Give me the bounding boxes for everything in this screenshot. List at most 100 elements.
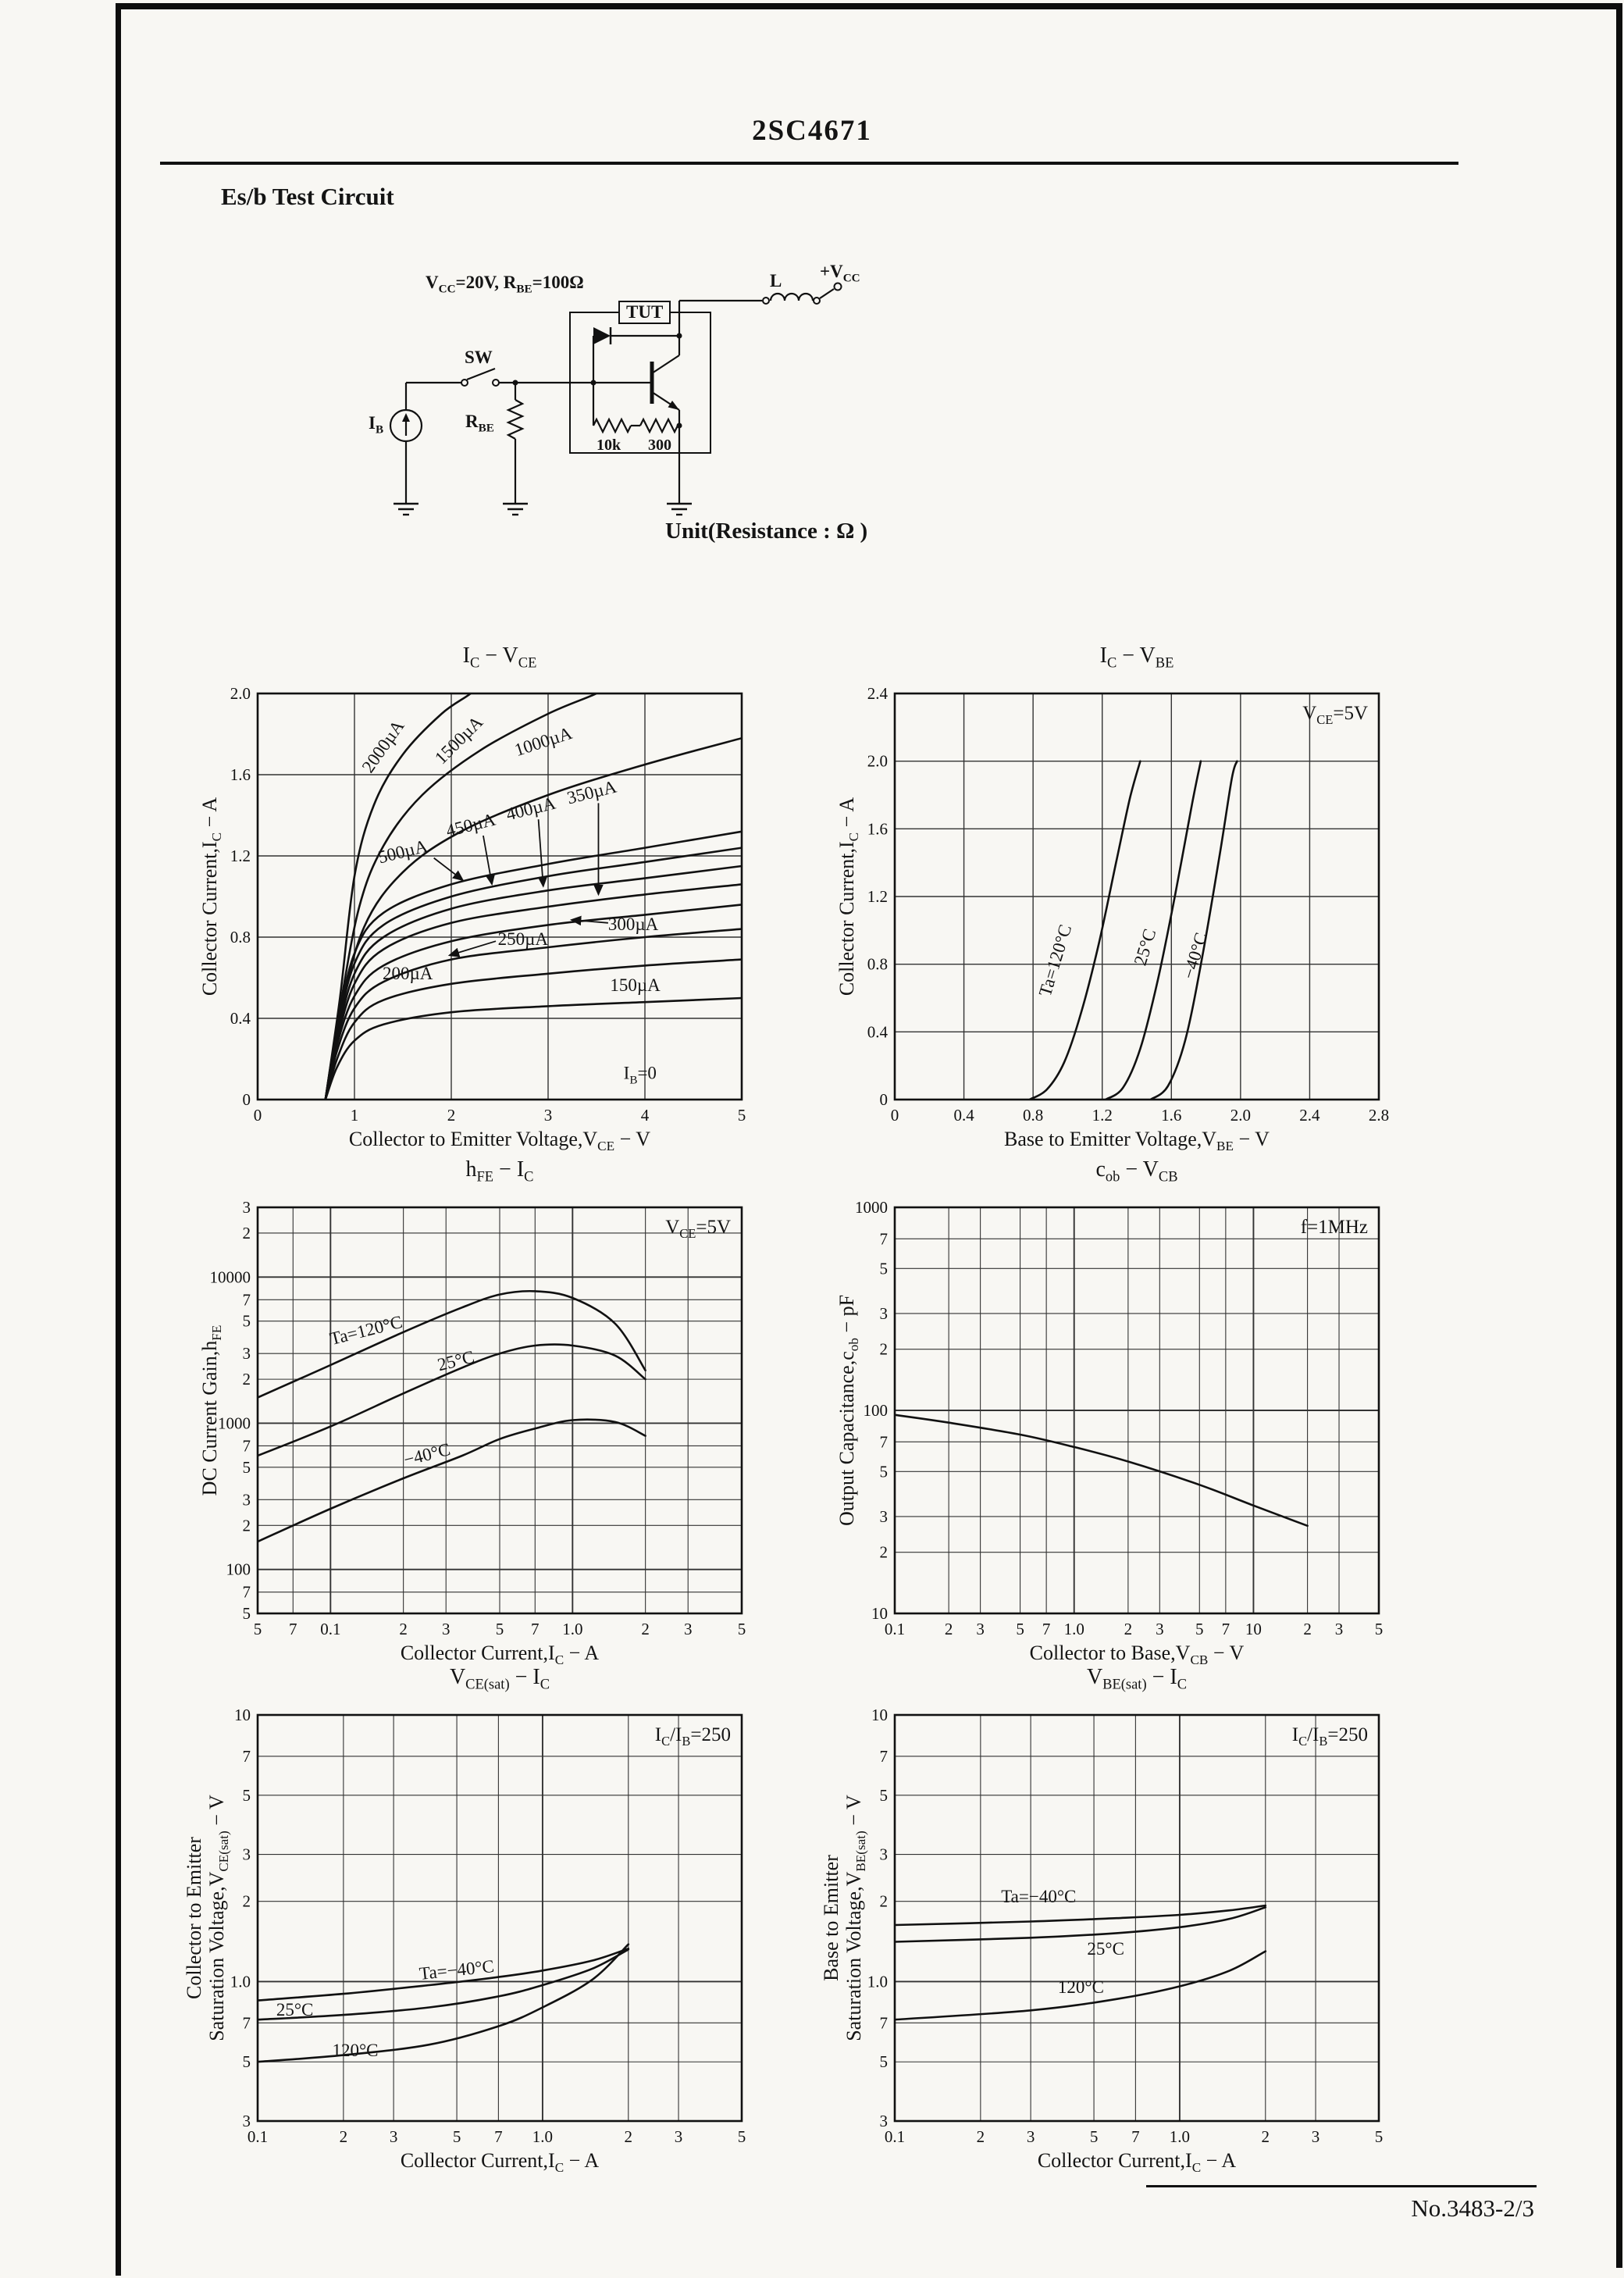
chart-vce-sat-ic: VCE(sat) − IC 0.1 2 3 5 7 1.0 2 3 5 3 5 7 1.0 2 3 5 7 10 25… [180, 1662, 789, 2177]
x-tick-label: 3 [1027, 2127, 1035, 2146]
y-tick-label: 7 [243, 2013, 251, 2032]
x-tick-label: 3 [544, 1106, 553, 1125]
chart-title: hFE − IC [465, 1157, 534, 1185]
x-tick-label: 5 [738, 1620, 746, 1638]
curve-label: Ta=−40°C [1001, 1886, 1077, 1906]
chart-note: IC/IB=250 [654, 1724, 731, 1749]
y-tick-label: 2.4 [867, 684, 889, 703]
y-tick-label: 5 [243, 1312, 251, 1331]
x-tick-label: 7 [531, 1620, 540, 1638]
chart-ic-vbe: IC − VBE 0 0.4 0.8 1.2 1.6 2.0 2.4 2.8 0 0.4 0.8 1.2… [817, 640, 1426, 1156]
x-tick-label: 5 [254, 1620, 262, 1638]
y-tick-label: 7 [243, 1290, 251, 1309]
part-number: 2SC4671 [752, 115, 872, 147]
chart-title: VBE(sat) − IC [1086, 1665, 1188, 1692]
x-tick-label: 2.4 [1299, 1106, 1320, 1125]
curve-label: 300µA [607, 914, 659, 935]
chart-canvas: 0 1 2 3 4 5 0 0.4 0.8 1.2 1.6 2.0 [230, 684, 746, 1125]
chart-plot-area: 5 7 0.1 2 3 5 7 1.0 2 3 5 5 7 100 2 3 5 7 1000 2 3 5 7 10000 2 3 T… [180, 1184, 762, 1652]
label-arrow [537, 819, 548, 888]
curve-ta-25-c [258, 1343, 646, 1457]
scan-edge-left [116, 3, 121, 2276]
y-tick-label: 0 [243, 1090, 251, 1109]
curve-ta-120-c [1028, 760, 1141, 1100]
y-tick-label: 1.6 [230, 765, 251, 784]
label-arrow [433, 857, 465, 882]
x-tick-label: 3 [1335, 1620, 1344, 1638]
x-tick-label: 1 [351, 1106, 359, 1125]
emitter-arrow [668, 401, 679, 410]
label-arrow [447, 940, 497, 957]
y-tick-label: 3 [243, 2112, 251, 2130]
current-source [389, 408, 423, 443]
curve-ib-400-a [324, 864, 742, 1100]
y-tick-label: 100 [226, 1560, 251, 1579]
resistor-10k-label: 10k [597, 437, 621, 454]
y-tick-label: 7 [243, 1436, 251, 1455]
chart-hfe-ic: hFE − IC 5 7 0.1 2 3 5 7 1.0 2 3 5 5 7 100 2 3 5 7 1000 2 3 5 7… [180, 1154, 789, 1670]
chart-note: IC/IB=250 [1291, 1724, 1368, 1749]
curve-ta-40-c [258, 1947, 630, 2002]
y-tick-label: 1.0 [867, 1972, 888, 1991]
curve-ib-200-a [324, 958, 742, 1100]
y-tick-label: 0.8 [230, 928, 251, 946]
x-tick-label: 0 [254, 1106, 262, 1125]
x-tick-label: 1.2 [1092, 1106, 1113, 1125]
y-tick-label: 1000 [855, 1198, 888, 1217]
x-tick-label: 5 [738, 1106, 746, 1125]
x-tick-label: 2 [641, 1620, 650, 1638]
scan-edge-top [117, 3, 1619, 9]
x-tick-label: 0.1 [248, 2127, 268, 2146]
chart-plot-area: 0 1 2 3 4 5 0 0.4 0.8 1.2 1.6 2.0 2000µA 1500µA 1000µA… [180, 670, 762, 1139]
chart-note: VCE=5V [1302, 703, 1368, 727]
chart-title: VCE(sat) − IC [449, 1665, 550, 1692]
y-tick-label: 0.4 [230, 1009, 251, 1028]
chart-cob-vcb: cob − VCB 0.1 2 3 5 7 1.0 2 3 5 7 10 2 3 5 10 2 3 5 7 100 2 3 5… [817, 1154, 1426, 1670]
y-tick-label: 2 [243, 1516, 251, 1535]
curve-ta-25-c [1104, 760, 1202, 1100]
header-rule [160, 162, 1458, 165]
y-tick-label: 3 [243, 1490, 251, 1509]
chart-plot-area: 0.1 2 3 5 7 1.0 2 3 5 3 5 7 1.0 2 3 5 7 10 25°C 120°C Ta=−40… [180, 1692, 762, 2160]
x-tick-label: 3 [684, 1620, 693, 1638]
y-tick-label: 5 [243, 2052, 251, 2071]
x-axis-label: Collector to Base,VCB − V [1029, 1642, 1245, 1668]
y-tick-label: 1.0 [230, 1972, 251, 1991]
x-tick-label: 7 [1131, 2127, 1140, 2146]
y-tick-label: 2.0 [230, 684, 251, 703]
chart-title: IC − VCE [462, 643, 537, 671]
x-tick-label: 2 [1303, 1620, 1312, 1638]
y-tick-label: 7 [880, 1229, 889, 1248]
y-tick-label: 7 [880, 1432, 889, 1451]
y-tick-label: 2 [243, 1892, 251, 1911]
inductor-terminal [762, 297, 770, 305]
y-tick-label: 1.2 [230, 847, 251, 865]
curve-ta-120-c [258, 1943, 630, 2063]
y-axis-label: Collector Current,IC − A [198, 797, 225, 996]
chart-canvas: 0.1 2 3 5 7 1.0 2 3 5 3 5 7 1.0 2 3 5 7 10 [867, 1706, 1384, 2146]
x-tick-label: 2 [625, 2127, 633, 2146]
tut-box-label: TUT [618, 301, 671, 324]
unit-note: Unit(Resistance : Ω ) [665, 519, 868, 544]
x-axis-label: Base to Emitter Voltage,VBE − V [1004, 1128, 1270, 1154]
chart-canvas: 0 0.4 0.8 1.2 1.6 2.0 2.4 2.8 0 0.4 0.8 1.2 1.6 2.0 2.… [867, 684, 1389, 1125]
y-tick-label: 5 [243, 1458, 251, 1477]
y-tick-label: 10 [871, 1604, 888, 1623]
x-tick-label: 5 [1375, 1620, 1384, 1638]
x-tick-label: 5 [738, 2127, 746, 2146]
y-axis-label: DC Current Gain,hFE [198, 1324, 225, 1496]
chart-canvas: 0.1 2 3 5 7 1.0 2 3 5 3 5 7 1.0 2 3 5 7 10 [230, 1706, 746, 2146]
y-tick-label: 1.6 [867, 819, 888, 838]
x-axis-label: Collector Current,IC − A [400, 2149, 600, 2176]
curve-cob [895, 1414, 1309, 1528]
y-tick-label: 10000 [210, 1267, 251, 1286]
vcc-terminal [833, 282, 842, 291]
curve-ib-250-a [324, 928, 742, 1100]
x-tick-label: 5 [1375, 2127, 1384, 2146]
x-tick-label: 0 [891, 1106, 899, 1125]
curve-label: 120°C [332, 2041, 379, 2061]
label-arrow [569, 915, 608, 926]
diode [593, 327, 611, 344]
